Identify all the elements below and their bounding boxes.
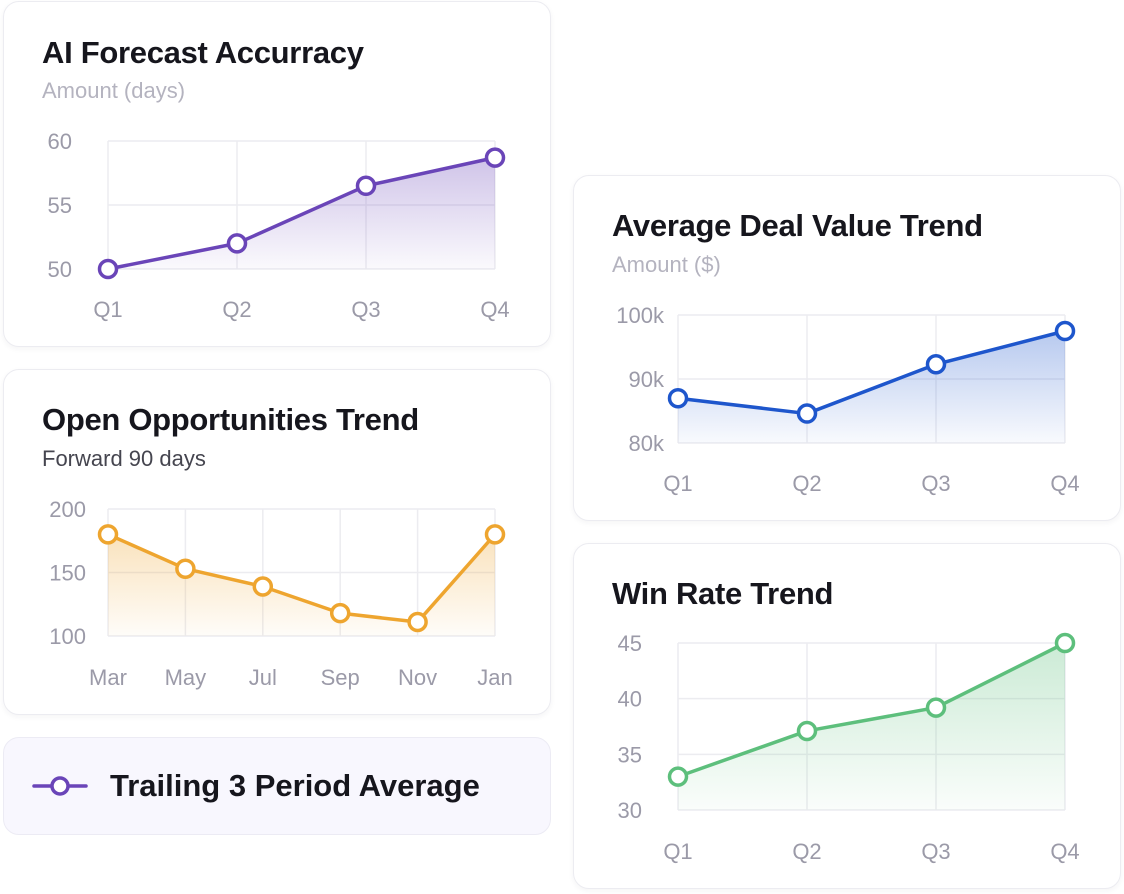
series-line xyxy=(676,641,1067,779)
chart-card-deal-value: Average Deal Value Trend Amount ($) 80k 9… xyxy=(573,175,1121,521)
data-point xyxy=(175,558,196,579)
x-tick-label: Q3 xyxy=(921,471,950,496)
x-tick-label: Q1 xyxy=(93,297,122,322)
legend-line-marker-icon xyxy=(32,776,88,796)
series-area xyxy=(108,534,495,636)
x-tick-label: Q2 xyxy=(222,297,251,322)
data-point xyxy=(796,403,818,424)
data-point xyxy=(1054,320,1076,342)
chart-title: Average Deal Value Trend xyxy=(612,208,983,243)
y-tick-label: 30 xyxy=(618,798,642,823)
data-point xyxy=(252,576,274,597)
chart-title: AI Forecast Accurracy xyxy=(42,35,364,70)
x-tick-label: Mar xyxy=(89,665,127,690)
x-tick-label: Q4 xyxy=(1050,471,1079,496)
x-tick-label: Jan xyxy=(477,665,512,690)
data-point xyxy=(329,602,351,624)
y-tick-label: 100k xyxy=(616,303,665,328)
data-point xyxy=(925,354,947,375)
data-point xyxy=(97,258,119,280)
series-area xyxy=(678,331,1065,443)
x-tick-label: Q2 xyxy=(792,471,821,496)
chart-svg: 30 35 40 45 Q1 Q2 Q3 Q4 xyxy=(618,631,1080,864)
x-tick-label: Q1 xyxy=(663,839,692,864)
series-area xyxy=(678,643,1065,810)
x-tick-label: Q3 xyxy=(921,839,950,864)
x-tick-label: Q3 xyxy=(351,297,380,322)
x-tick-label: Nov xyxy=(398,665,437,690)
chart-title: Win Rate Trend xyxy=(612,576,834,611)
x-tick-label: Jul xyxy=(249,665,277,690)
series-line xyxy=(106,155,497,271)
y-tick-label: 80k xyxy=(629,431,665,456)
y-tick-label: 150 xyxy=(49,561,86,586)
x-tick-label: Q2 xyxy=(792,839,821,864)
data-point xyxy=(796,720,818,742)
chart-subtitle: Forward 90 days xyxy=(42,446,206,471)
chart-title: Open Opportunities Trend xyxy=(42,402,419,437)
y-tick-label: 45 xyxy=(618,631,642,656)
y-tick-label: 40 xyxy=(618,687,642,712)
x-tick-label: Q1 xyxy=(663,471,692,496)
x-tick-label: Q4 xyxy=(1050,839,1079,864)
data-point xyxy=(925,697,947,718)
data-point xyxy=(667,387,689,409)
legend-label: Trailing 3 Period Average xyxy=(110,768,480,803)
data-point xyxy=(484,524,506,545)
chart-card-win-rate: Win Rate Trend 30 35 40 45 Q1 Q2 Q3 Q4 xyxy=(573,543,1121,889)
chart-card-forecast: AI Forecast Accurracy Amount (days) 50 55… xyxy=(3,1,551,347)
series-line xyxy=(676,329,1067,416)
data-point xyxy=(355,175,377,197)
data-point xyxy=(97,524,119,545)
y-tick-label: 50 xyxy=(48,257,72,282)
chart-card-opportunities: Open Opportunities Trend Forward 90 days… xyxy=(3,369,551,715)
y-tick-label: 100 xyxy=(49,624,86,649)
chart-subtitle: Amount (days) xyxy=(42,78,186,103)
y-tick-label: 35 xyxy=(618,742,642,767)
data-point xyxy=(407,611,428,633)
x-tick-label: Sep xyxy=(321,665,360,690)
y-tick-label: 90k xyxy=(629,367,665,392)
series-line xyxy=(106,532,497,624)
y-tick-label: 200 xyxy=(49,497,86,522)
data-point xyxy=(667,766,689,787)
chart-svg: 80k 90k 100k Q1 Q2 Q3 Q4 xyxy=(616,303,1079,496)
y-tick-label: 55 xyxy=(48,193,72,218)
data-point xyxy=(1054,632,1076,654)
chart-subtitle: Amount ($) xyxy=(612,252,721,277)
chart-svg: 100 150 200 Mar May Jul Sep Nov Jan xyxy=(49,497,512,690)
data-point xyxy=(226,233,248,254)
data-point xyxy=(484,147,506,168)
x-tick-label: Q4 xyxy=(480,297,509,322)
y-tick-label: 60 xyxy=(48,129,72,154)
legend: Trailing 3 Period Average xyxy=(3,737,551,835)
chart-svg: 50 55 60 Q1 Q2 Q3 Q4 xyxy=(48,129,510,322)
x-tick-label: May xyxy=(165,665,207,690)
series-area xyxy=(108,157,495,269)
